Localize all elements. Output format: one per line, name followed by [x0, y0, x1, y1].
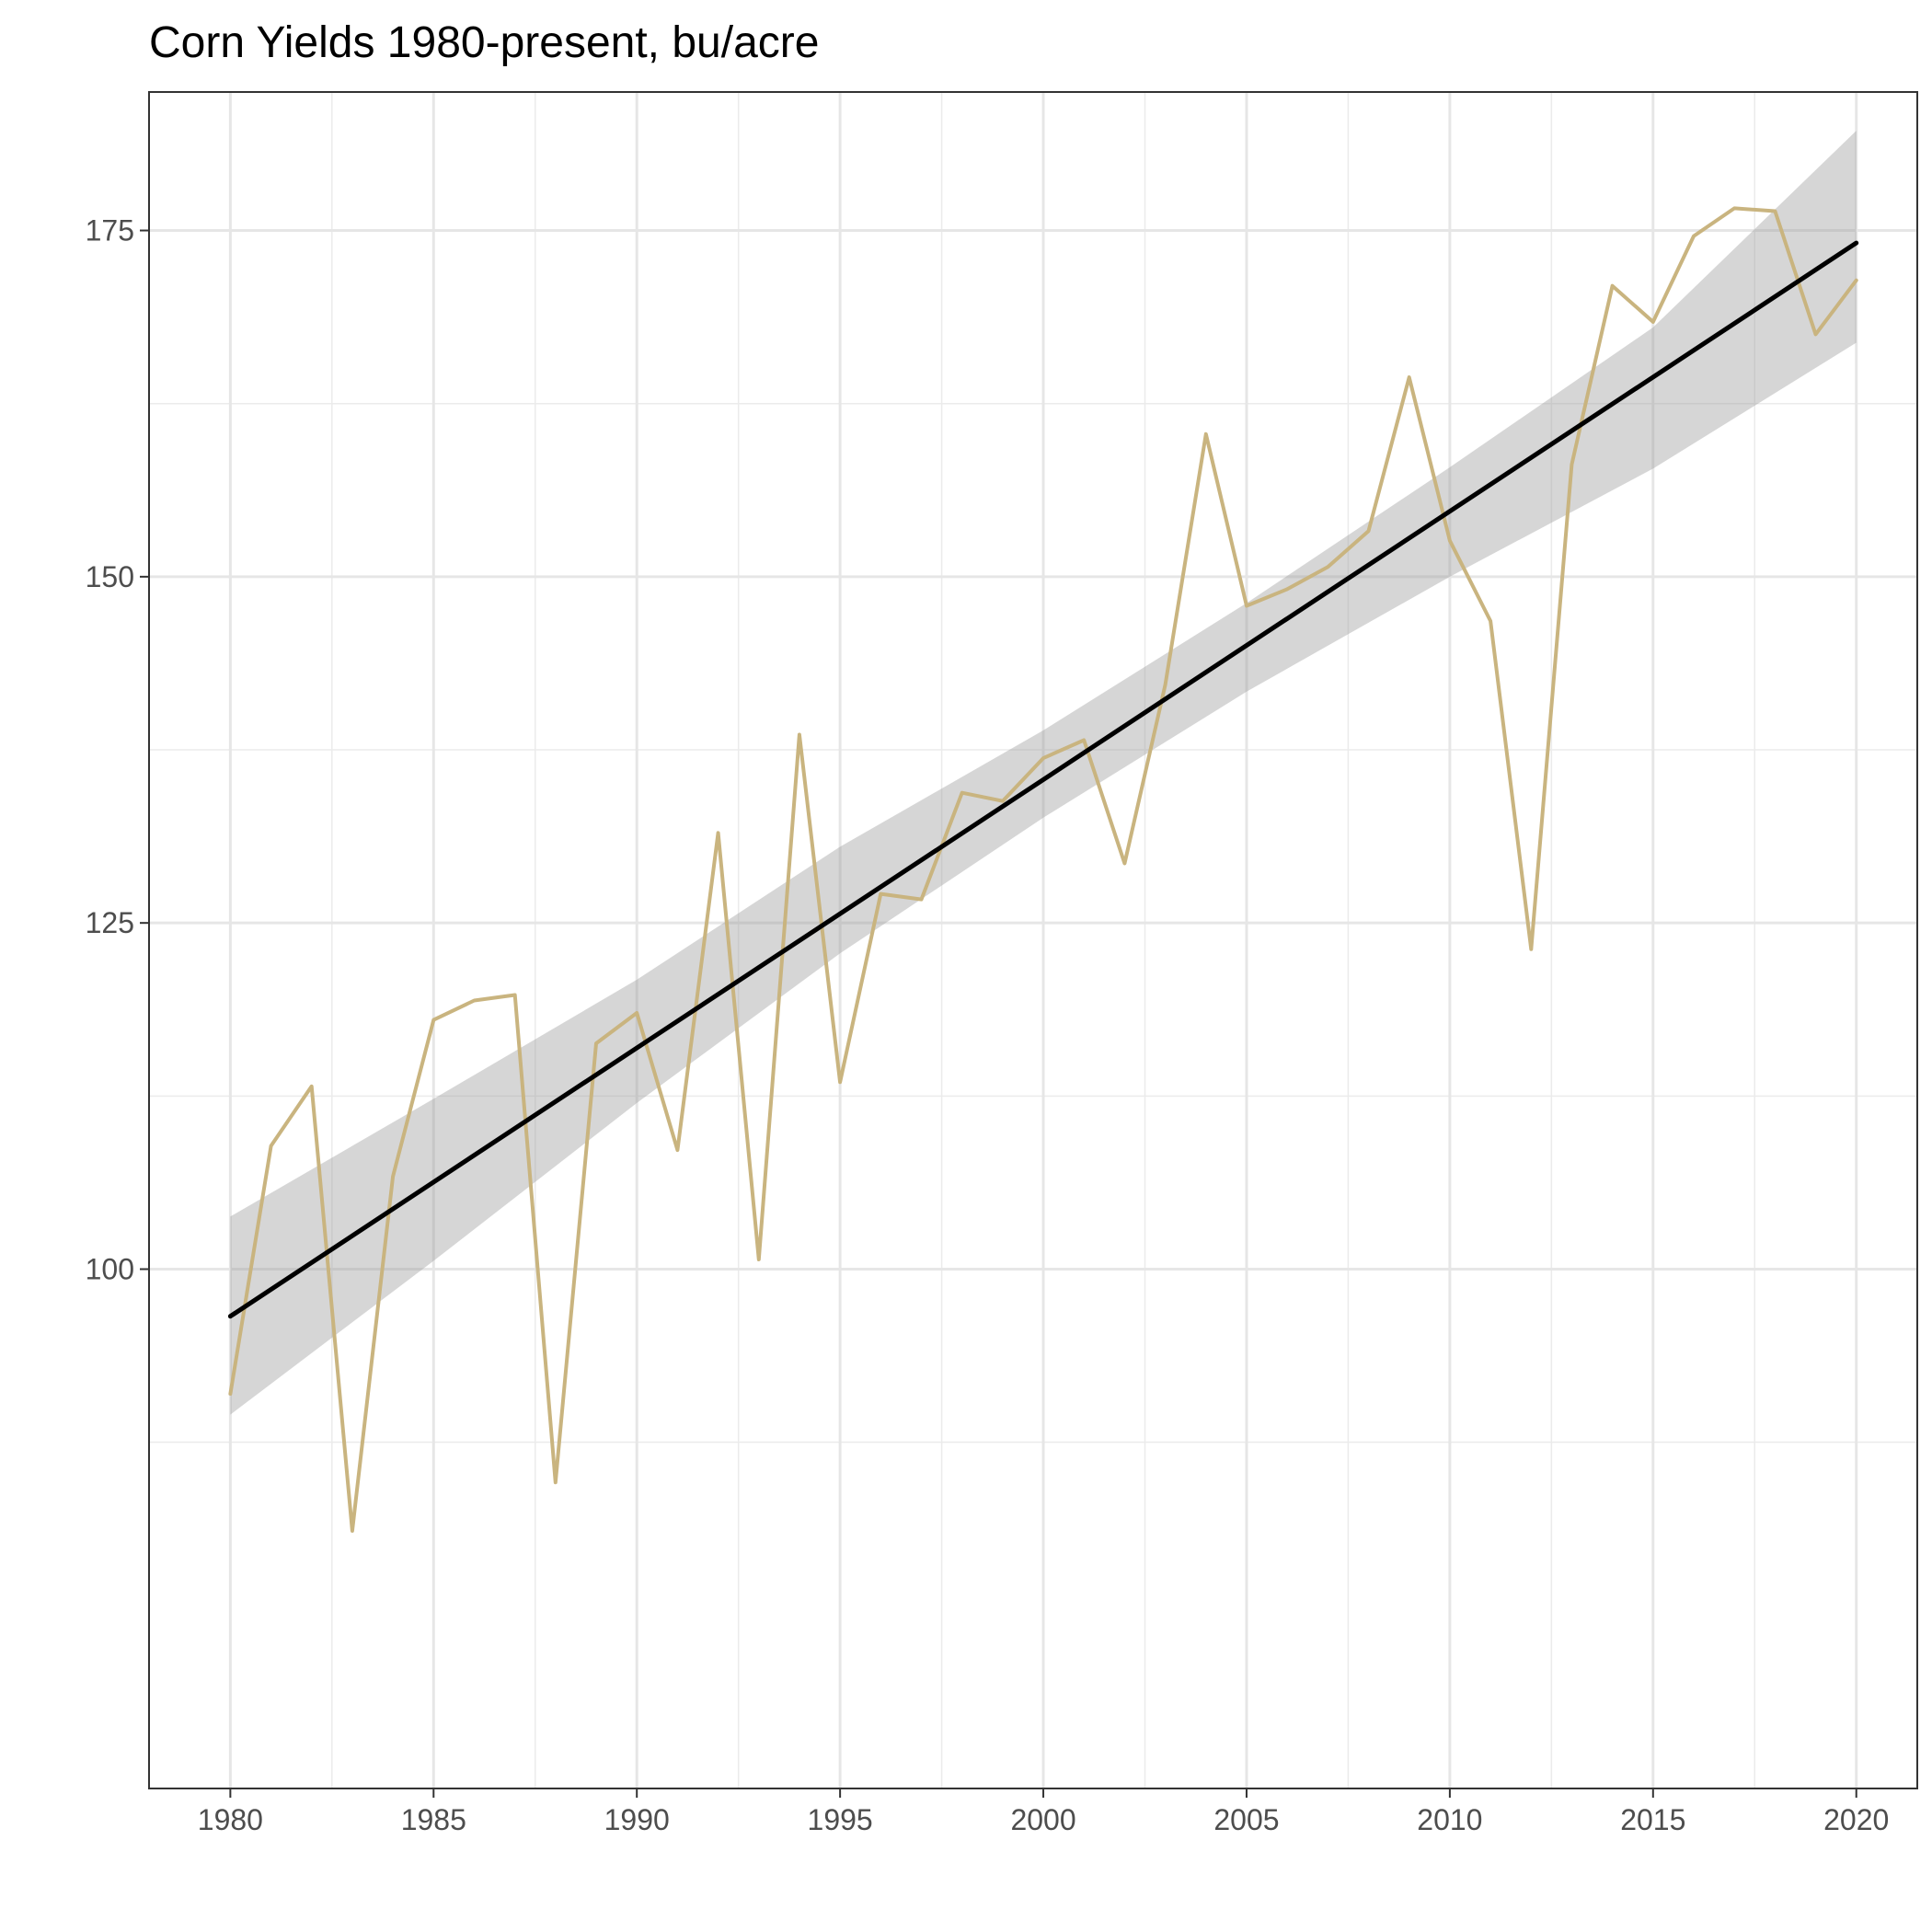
x-tick-label: 2005 [1213, 1803, 1279, 1836]
plot-panel-border [148, 91, 1918, 1789]
grid-major [149, 92, 1917, 1788]
y-tick-label: 175 [86, 214, 134, 247]
y-tick-label: 150 [86, 560, 134, 593]
y-tick-label: 125 [86, 906, 134, 939]
chart-title: Corn Yields 1980-present, bu/acre [149, 18, 819, 67]
x-tick-label: 2015 [1620, 1803, 1685, 1836]
confidence-band [230, 131, 1857, 1415]
x-tick-label: 2020 [1823, 1803, 1889, 1836]
x-tick-label: 1990 [604, 1803, 670, 1836]
grid-minor [149, 92, 1917, 1788]
yield-series-line [228, 206, 1858, 1533]
series-layer [227, 206, 1859, 1533]
x-tick-label: 1995 [808, 1803, 873, 1836]
x-axis: 1980 1985 1990 1995 2000 2005 2010 2015 2020 [198, 1788, 1889, 1836]
x-tick-label: 1980 [198, 1803, 263, 1836]
x-tick-label: 2010 [1417, 1803, 1482, 1836]
trend-series-line [227, 240, 1859, 1319]
confidence-band-layer [230, 131, 1857, 1415]
x-tick-label: 2000 [1010, 1803, 1075, 1836]
y-tick-label: 100 [86, 1253, 134, 1286]
x-tick-label: 1985 [401, 1803, 466, 1836]
y-axis: 100 125 150 175 [86, 214, 149, 1286]
